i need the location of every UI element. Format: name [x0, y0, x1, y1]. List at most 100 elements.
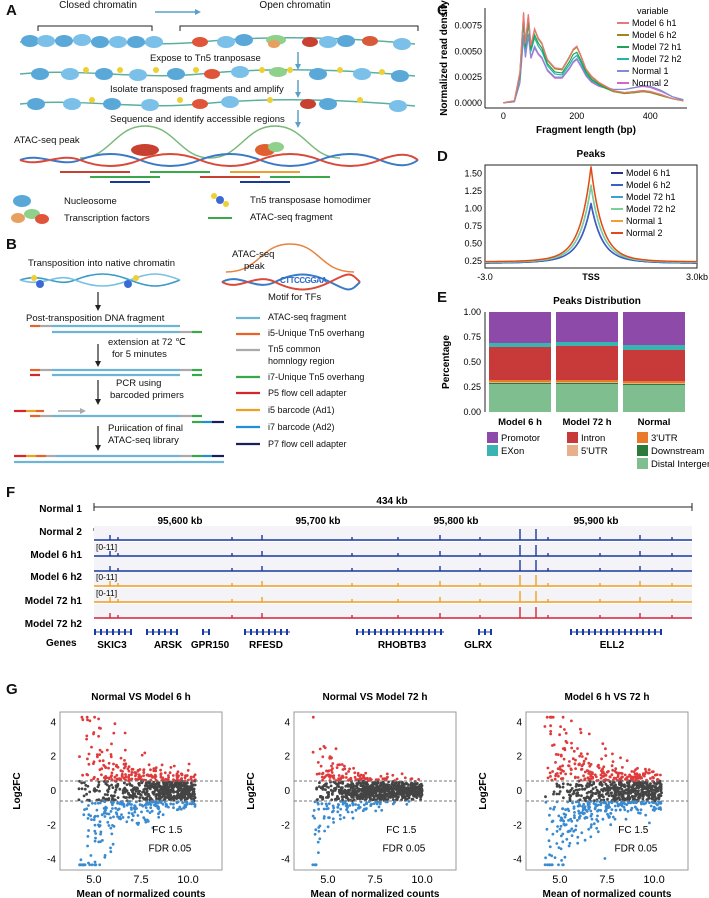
chart-c: 0.0000 0.0025 0.0050 0.0075 0 200 400 Fragment … — [439, 0, 687, 136]
g-point — [161, 789, 165, 792]
f-gene-exon — [94, 629, 96, 635]
g-point — [574, 767, 577, 770]
g-point — [112, 731, 116, 735]
g-point — [87, 762, 91, 766]
g-point — [165, 781, 169, 785]
g-point — [327, 816, 330, 819]
g-point — [658, 806, 662, 810]
g-point — [612, 796, 616, 799]
g-point — [92, 818, 96, 822]
g-frame — [59, 711, 223, 871]
g-point — [175, 794, 179, 797]
g-point — [586, 752, 589, 756]
g-point — [557, 814, 561, 818]
g-point — [561, 863, 565, 867]
g-ytick: 2 — [50, 752, 56, 763]
g-point — [372, 794, 375, 798]
g-point — [369, 796, 372, 800]
e-category: Model 6 h — [498, 417, 542, 428]
g-point — [570, 741, 573, 745]
g-point — [80, 787, 84, 791]
g-point — [187, 789, 191, 793]
g-point — [339, 776, 343, 780]
g-point — [370, 790, 373, 793]
f-track-label: Model 72 h2 — [25, 619, 83, 630]
f-coord: 95,800 kb — [433, 516, 478, 527]
g-ytick: 2 — [516, 752, 522, 763]
g-point — [544, 800, 548, 804]
g-point — [561, 782, 565, 786]
g-point — [569, 817, 572, 821]
g-point — [77, 798, 81, 802]
g-point — [573, 776, 577, 780]
g-point — [93, 823, 97, 827]
g-point — [624, 797, 628, 801]
g-point — [560, 817, 564, 821]
g-point — [611, 815, 615, 819]
g-point — [107, 787, 111, 791]
g-point — [652, 788, 656, 792]
g-point — [112, 762, 115, 766]
g-point — [543, 863, 547, 867]
e-legend-swatch — [637, 445, 648, 456]
g-point — [600, 784, 604, 787]
d-legend-label: Model 72 h1 — [626, 192, 676, 202]
e-bar-segment — [623, 383, 685, 384]
g-point — [95, 789, 98, 792]
g-point — [571, 757, 575, 761]
g-point — [649, 782, 652, 785]
g-point — [172, 790, 175, 794]
e-bar-segment — [489, 384, 551, 412]
g-point — [606, 785, 609, 789]
g-point — [336, 810, 340, 814]
g-point — [344, 784, 348, 788]
g-point — [414, 791, 418, 794]
g-point — [320, 802, 324, 806]
g-point — [311, 715, 315, 719]
g-point — [157, 797, 161, 801]
nucleosomes-row1 — [21, 34, 411, 50]
f-gene-name: GPR150 — [191, 640, 230, 651]
g-point — [572, 749, 576, 753]
g-point — [651, 792, 655, 795]
g-point — [356, 773, 360, 777]
e-bar-segment — [556, 384, 618, 412]
g-point — [92, 732, 95, 736]
g-point — [570, 834, 574, 837]
f-track-scale: [0-11] — [96, 542, 117, 552]
g-point — [593, 802, 597, 806]
g-point — [381, 789, 385, 792]
g-point — [582, 774, 585, 778]
step-expose: Expose to Tn5 tranposase — [150, 53, 261, 64]
legend-tf-icon — [11, 213, 25, 223]
g-point — [610, 773, 614, 777]
g-point — [97, 801, 100, 805]
g-point — [606, 797, 609, 801]
g-point — [188, 794, 191, 798]
g-point — [568, 760, 571, 763]
g-point — [313, 832, 317, 836]
g-point — [588, 783, 592, 787]
g-point — [365, 789, 369, 792]
g-point — [567, 764, 570, 767]
g-point — [569, 783, 572, 787]
g-point — [130, 771, 134, 774]
g-point — [625, 789, 629, 792]
g-point — [86, 718, 89, 722]
g-point — [179, 798, 183, 801]
g-point — [150, 785, 154, 789]
f-gene-exon — [660, 629, 662, 635]
g-point — [623, 802, 627, 806]
g-point — [544, 795, 547, 799]
g-point — [95, 753, 99, 757]
f-track-label: Model 72 h1 — [25, 596, 83, 607]
f-gene-exon — [362, 629, 364, 635]
g-point — [134, 773, 138, 776]
g-point — [651, 775, 655, 779]
g-point — [189, 775, 193, 779]
g-point — [567, 809, 571, 813]
g-point — [391, 792, 395, 796]
g-point — [561, 764, 564, 768]
b-legend-item: P7 flow cell adapter — [268, 439, 347, 449]
e-bar-segment — [623, 381, 685, 383]
